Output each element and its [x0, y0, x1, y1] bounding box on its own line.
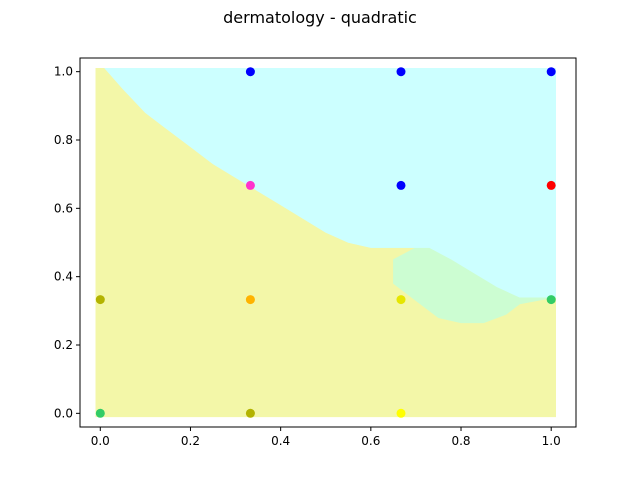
data-point-2 — [396, 67, 406, 77]
plot-frame — [79, 57, 577, 428]
y-tick-label: 0.0 — [54, 406, 73, 420]
chart-title: dermatology - quadratic — [223, 8, 417, 27]
y-tick-label: 0.8 — [54, 133, 73, 147]
data-point-13 — [396, 408, 406, 418]
x-tick-label: 0.6 — [361, 434, 380, 448]
data-point-3 — [546, 67, 556, 77]
y-tick-label: 0.4 — [54, 270, 73, 284]
decision-regions — [95, 68, 557, 418]
data-point-10 — [546, 295, 556, 305]
y-tick-label: 1.0 — [54, 65, 73, 79]
y-tick-label: 0.6 — [54, 201, 73, 215]
decision-region-3 — [104, 68, 557, 298]
x-tick-label: 1.0 — [542, 434, 561, 448]
data-point-6 — [546, 180, 556, 190]
data-point-5 — [396, 180, 406, 190]
x-tick-label: 0.2 — [181, 434, 200, 448]
y-tick-label: 0.2 — [54, 338, 73, 352]
x-axis: 0.0 0.2 0.4 0.6 0.8 1.0 — [91, 427, 561, 448]
data-point-9 — [396, 295, 406, 305]
data-point-4 — [245, 180, 255, 190]
y-axis: 0.0 0.2 0.4 0.6 0.8 1.0 — [54, 65, 80, 420]
x-tick-label: 0.0 — [91, 434, 110, 448]
x-tick-label: 0.4 — [271, 434, 290, 448]
data-point-11 — [95, 408, 105, 418]
x-tick-label: 0.8 — [451, 434, 470, 448]
data-points — [95, 67, 556, 418]
data-point-8 — [245, 295, 255, 305]
data-point-7 — [95, 295, 105, 305]
data-point-1 — [245, 67, 255, 77]
data-point-12 — [245, 408, 255, 418]
